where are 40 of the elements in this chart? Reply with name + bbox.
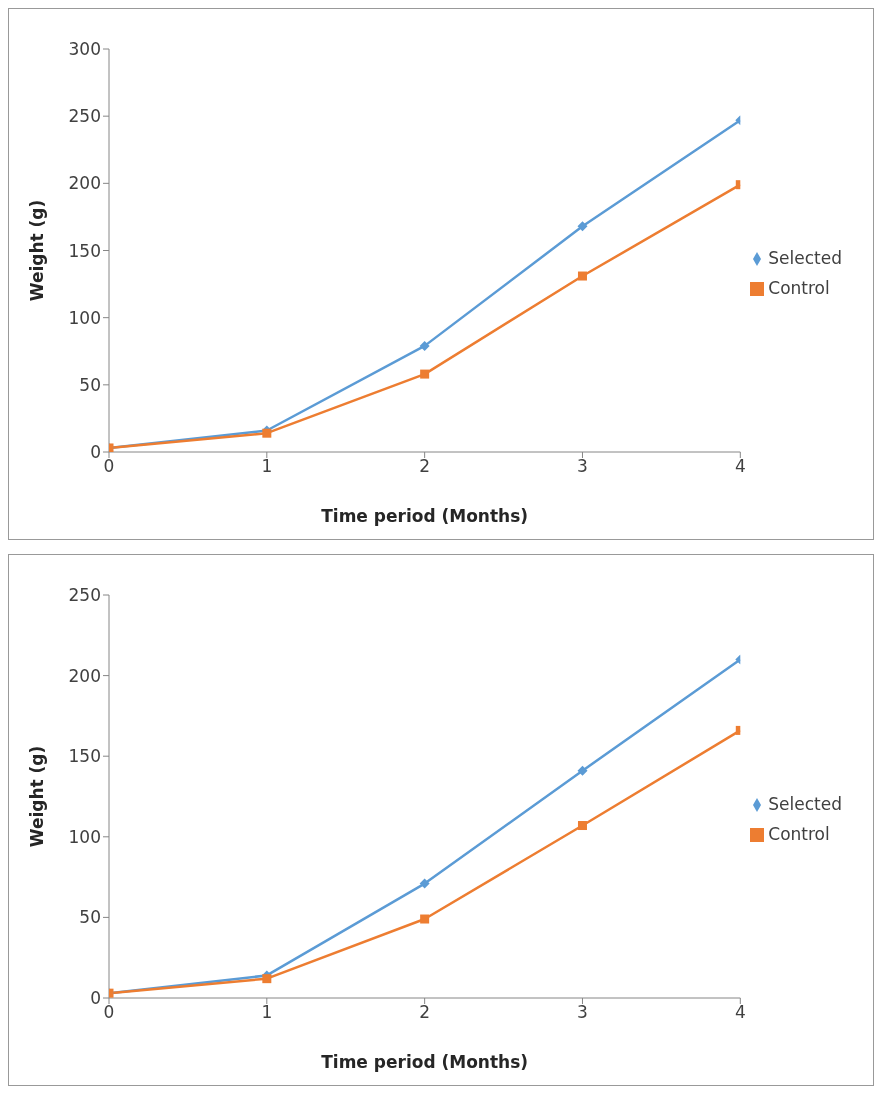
y-tick-label: 100 <box>68 826 101 847</box>
point <box>419 878 430 889</box>
x-tick-label: 4 <box>734 456 746 477</box>
y-tick-label: 150 <box>68 240 101 261</box>
x-tick-label: 3 <box>577 456 588 477</box>
y-tick-label: 250 <box>68 106 101 127</box>
point <box>577 221 588 232</box>
point <box>262 974 272 984</box>
y-tick-label: 0 <box>90 442 101 463</box>
x-tick-label: 1 <box>261 1002 273 1023</box>
y-tick-label: 200 <box>68 173 101 194</box>
point <box>577 271 587 281</box>
x-axis-title: Time period (Months) <box>321 506 529 526</box>
y-tick-label: 50 <box>79 374 101 395</box>
y-tick-label: 50 <box>79 907 101 928</box>
legend-label: Selected <box>768 794 842 814</box>
legend-label: Selected <box>768 248 842 268</box>
point <box>577 821 587 831</box>
y-axis-title: Weight (g) <box>27 199 48 302</box>
x-tick-label: 3 <box>577 1002 588 1023</box>
y-tick-label: 150 <box>68 746 101 767</box>
y-tick-label: 0 <box>90 988 101 1009</box>
point <box>577 765 588 776</box>
y-axis-title: Weight (g) <box>27 745 48 848</box>
x-tick-label: 1 <box>261 456 273 477</box>
x-axis-title: Time period (Months) <box>321 1052 529 1072</box>
legend-label: Control <box>768 278 830 298</box>
legend-label: Control <box>768 824 830 844</box>
y-tick-label: 200 <box>68 665 101 686</box>
x-tick-label: 0 <box>103 456 115 477</box>
x-tick-label: 4 <box>734 1002 746 1023</box>
x-tick-label: 2 <box>419 1002 431 1023</box>
x-tick-label: 0 <box>103 1002 115 1023</box>
x-tick-label: 2 <box>419 456 431 477</box>
y-tick-label: 100 <box>68 307 101 328</box>
point <box>419 340 430 351</box>
y-tick-label: 300 <box>68 39 101 60</box>
point <box>420 369 430 379</box>
y-tick-label: 250 <box>68 585 101 606</box>
point <box>420 914 430 924</box>
